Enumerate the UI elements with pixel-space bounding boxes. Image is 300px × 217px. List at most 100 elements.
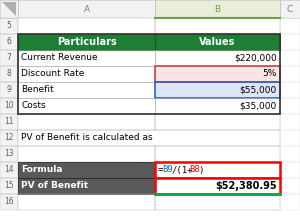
Bar: [155, 18, 280, 34]
Bar: [0, 114, 18, 130]
Bar: [18, 178, 155, 194]
Bar: [18, 34, 155, 50]
Bar: [280, 18, 300, 34]
Bar: [0, 50, 18, 66]
Bar: [280, 66, 300, 82]
Bar: [0, 98, 18, 114]
Bar: [280, 34, 300, 50]
Text: 10: 10: [4, 102, 14, 110]
Bar: [18, 194, 155, 210]
Bar: [280, 146, 300, 162]
Bar: [0, 146, 18, 162]
Bar: [0, 162, 18, 178]
Bar: [155, 114, 280, 130]
Bar: [280, 34, 300, 50]
Bar: [155, 82, 280, 98]
Bar: [155, 50, 280, 66]
Bar: [0, 18, 18, 34]
Bar: [280, 178, 300, 194]
Bar: [155, 114, 280, 130]
Bar: [280, 0, 300, 18]
Bar: [155, 146, 280, 162]
Bar: [280, 82, 300, 98]
Bar: [18, 162, 155, 178]
Text: PV of Benefit: PV of Benefit: [21, 181, 88, 191]
Bar: [155, 98, 280, 114]
Text: Benefit: Benefit: [21, 85, 54, 94]
Bar: [155, 66, 280, 82]
Text: B8: B8: [190, 166, 200, 174]
Text: Current Revenue: Current Revenue: [21, 54, 98, 62]
Bar: [18, 66, 155, 82]
Bar: [0, 178, 18, 194]
Text: $220,000: $220,000: [234, 54, 277, 62]
Bar: [18, 0, 155, 18]
Text: 16: 16: [4, 197, 14, 207]
Bar: [18, 82, 155, 98]
Bar: [280, 130, 300, 146]
Bar: [18, 82, 155, 98]
Bar: [280, 178, 300, 194]
Bar: [18, 18, 155, 34]
Text: 13: 13: [4, 150, 14, 158]
Bar: [280, 98, 300, 114]
Bar: [18, 18, 155, 34]
Bar: [18, 162, 155, 178]
Text: 5%: 5%: [262, 69, 277, 79]
Bar: [280, 114, 300, 130]
Bar: [0, 82, 18, 98]
Bar: [18, 50, 155, 66]
Bar: [18, 98, 155, 114]
Bar: [155, 82, 280, 98]
Text: 6: 6: [7, 38, 11, 46]
Bar: [280, 114, 300, 130]
Bar: [0, 130, 18, 146]
Bar: [18, 194, 155, 210]
Text: $55,000: $55,000: [240, 85, 277, 94]
Bar: [280, 98, 300, 114]
Bar: [18, 146, 155, 162]
Text: Values: Values: [199, 37, 236, 47]
Text: Discount Rate: Discount Rate: [21, 69, 84, 79]
Text: 15: 15: [4, 181, 14, 191]
Bar: [155, 178, 280, 194]
Bar: [18, 130, 280, 146]
Text: 7: 7: [7, 54, 11, 62]
Text: ): ): [199, 166, 204, 174]
Bar: [155, 146, 280, 162]
Bar: [18, 146, 155, 162]
Bar: [18, 50, 155, 66]
Text: A: A: [83, 5, 90, 13]
Bar: [280, 130, 300, 146]
Bar: [18, 0, 155, 18]
Bar: [0, 146, 18, 162]
Text: 9: 9: [7, 85, 11, 94]
Bar: [0, 98, 18, 114]
Bar: [280, 0, 300, 18]
Bar: [280, 162, 300, 178]
Bar: [280, 50, 300, 66]
Bar: [0, 130, 18, 146]
Text: 8: 8: [7, 69, 11, 79]
Text: Particulars: Particulars: [57, 37, 116, 47]
Bar: [155, 178, 280, 194]
Bar: [18, 98, 155, 114]
Bar: [155, 194, 280, 210]
Text: 12: 12: [4, 133, 14, 143]
Text: =: =: [158, 166, 164, 174]
Text: $52,380.95: $52,380.95: [215, 181, 277, 191]
Bar: [0, 66, 18, 82]
Text: Costs: Costs: [21, 102, 46, 110]
Bar: [155, 162, 280, 178]
Bar: [0, 34, 18, 50]
Text: Formula: Formula: [21, 166, 62, 174]
Bar: [18, 34, 280, 114]
Polygon shape: [2, 2, 16, 16]
Bar: [155, 0, 280, 18]
Text: /(1+: /(1+: [172, 166, 193, 174]
Text: B: B: [214, 5, 220, 13]
Text: 14: 14: [4, 166, 14, 174]
Bar: [0, 0, 18, 18]
Bar: [280, 82, 300, 98]
Bar: [0, 18, 18, 34]
